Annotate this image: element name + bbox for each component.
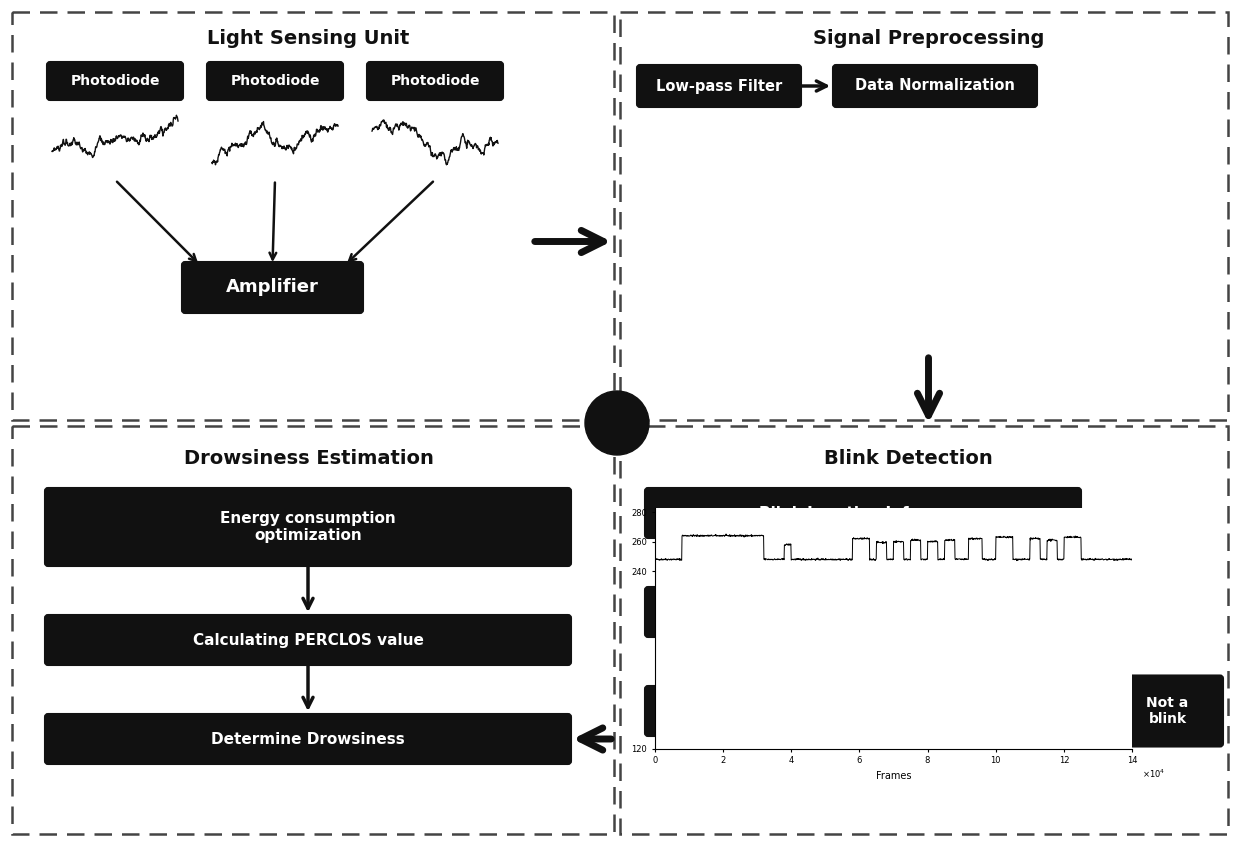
Text: Not a
blink: Not a blink [1146,696,1189,726]
Circle shape [585,391,649,455]
Text: Blink Feature Extraction: Blink Feature Extraction [759,605,967,619]
Text: Blink Detection: Blink Detection [825,448,993,468]
Text: Determine Drowsiness: Determine Drowsiness [211,732,405,746]
Text: $\times10^4$: $\times10^4$ [1142,767,1164,780]
Bar [620,426,1228,834]
FancyBboxPatch shape [645,686,1081,736]
FancyBboxPatch shape [367,62,503,100]
FancyBboxPatch shape [645,587,1081,637]
Text: Photodiode: Photodiode [231,74,320,88]
FancyBboxPatch shape [45,488,570,566]
FancyBboxPatch shape [645,488,1081,538]
Text: Photodiode: Photodiode [391,74,480,88]
Text: Low-pass Filter: Low-pass Filter [656,79,782,94]
Text: Pass: Pass [880,653,909,667]
Text: Photodiode: Photodiode [71,74,160,88]
FancyBboxPatch shape [1112,675,1223,746]
FancyBboxPatch shape [637,65,801,107]
Text: Calculating PERCLOS value: Calculating PERCLOS value [192,633,423,647]
Bar [620,12,1228,420]
Text: Amplifier: Amplifier [226,278,319,296]
Text: No: No [1087,695,1105,707]
FancyBboxPatch shape [47,62,184,100]
Bar [12,12,614,420]
Text: Drowsiness Estimation: Drowsiness Estimation [184,448,434,468]
Text: Logistic Regression Classification: Logistic Regression Classification [724,704,1002,718]
Text: Signal Preprocessing: Signal Preprocessing [812,29,1044,47]
Text: 4: 4 [601,424,614,442]
FancyBboxPatch shape [45,615,570,665]
FancyBboxPatch shape [45,714,570,764]
FancyBboxPatch shape [833,65,1037,107]
Text: 3: 3 [620,424,632,442]
Bar [12,426,614,834]
Text: 1: 1 [601,404,614,422]
Text: Deny: Deny [1083,596,1115,608]
X-axis label: Frames: Frames [875,771,911,781]
Text: Light Sensing Unit: Light Sensing Unit [207,29,409,47]
FancyBboxPatch shape [207,62,343,100]
Text: Energy consumption
optimization: Energy consumption optimization [221,511,396,543]
Text: Blink Location Inference: Blink Location Inference [759,506,967,520]
Text: Data Normalization: Data Normalization [856,79,1014,94]
FancyBboxPatch shape [182,262,363,313]
Text: 2: 2 [620,404,632,422]
